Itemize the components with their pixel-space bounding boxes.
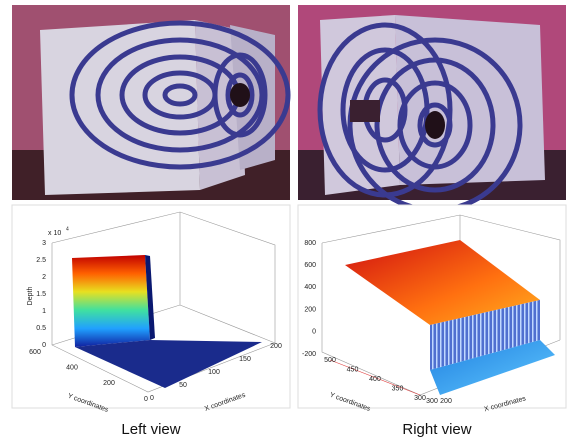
z-tick-label: 2 [42,274,46,281]
z-exponent: 4 [66,226,69,232]
z-multiplier-text: x 10 [48,230,61,237]
z-tick-label: 0.5 [36,325,46,332]
y-tick-label: 350 [392,385,404,392]
z-tick-label: 800 [304,240,316,247]
right-photo [298,5,566,210]
x-tick-label: 0 [150,395,154,402]
y-tick-label: 300 [414,395,426,402]
y-tick-label: 0 [144,396,148,403]
z-tick-label: 1 [42,308,46,315]
z-tick-label: 3 [42,240,46,247]
x-tick-label: 200 [440,398,452,405]
z-tick-label: 0 [42,342,46,349]
caption: Left view [121,421,180,438]
z-tick-label: -200 [302,351,316,358]
y-tick-label: 600 [29,349,41,356]
y-tick-label: 400 [369,376,381,383]
y-tick-label: 500 [324,357,336,364]
z-tick-label: 400 [304,284,316,291]
left-photo [12,5,290,200]
x-tick-label: 200 [270,343,282,350]
z-tick-label: 600 [304,262,316,269]
y-tick-label: 400 [66,365,78,372]
figure: Left view Right view x 10 4 Depth 0 0.5 1 1… [0,0,574,443]
z-tick-label: 1.5 [36,291,46,298]
x-tick-label: 100 [208,369,220,376]
x-tick-label: 50 [179,382,187,389]
caption: Right view [402,421,471,438]
z-tick-label: 200 [304,306,316,313]
z-tick-label: 0 [312,329,316,336]
z-label: Depth [27,287,34,306]
y-tick-label: 450 [347,366,359,373]
right-plot [298,205,566,408]
x-tick-label: 150 [239,356,251,363]
y-tick-label: 200 [103,380,115,387]
z-tick-label: 2.5 [36,257,46,264]
x-tick-label: 300 [426,398,438,405]
